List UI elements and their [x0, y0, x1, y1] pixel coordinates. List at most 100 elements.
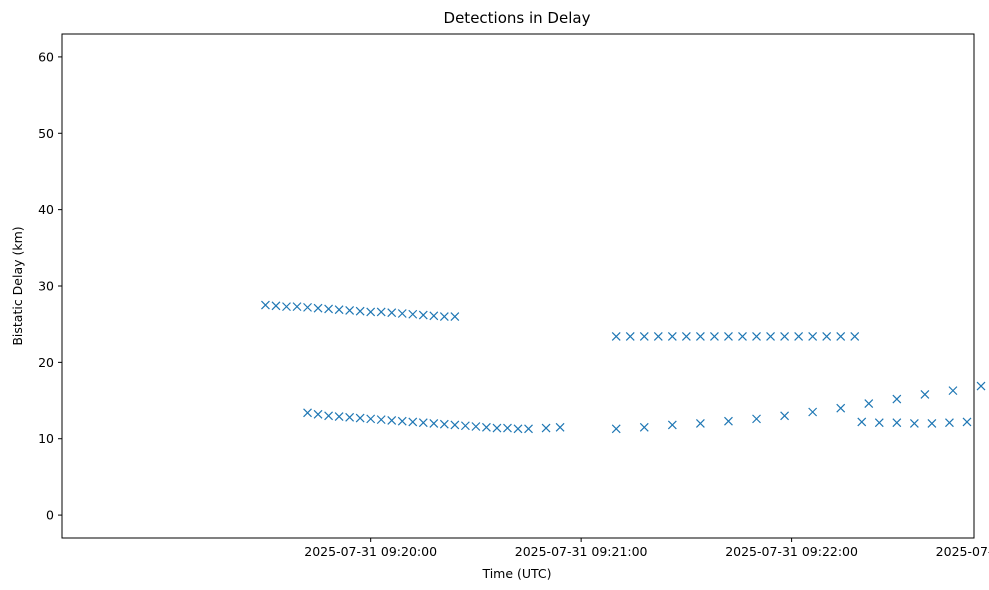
data-point-track-a-lower — [460, 421, 470, 431]
data-point-track-a-upper — [408, 309, 418, 319]
data-point-track-b-flat — [667, 331, 677, 341]
data-point-track-b-flat — [780, 331, 790, 341]
data-point-track-c-rising — [864, 399, 874, 409]
data-point-track-b-flat — [639, 331, 649, 341]
y-axis: 0 10 20 30 40 50 60 — [38, 49, 62, 523]
data-point-track-a-lower — [408, 417, 418, 427]
data-point-track-b-flat — [681, 331, 691, 341]
data-point-track-c-rising — [724, 416, 733, 426]
data-point-track-a-lower — [482, 422, 491, 432]
data-point-track-d — [857, 417, 867, 427]
data-point-track-a-lower — [439, 419, 449, 429]
y-tick-label: 50 — [38, 126, 54, 141]
data-point-track-b-flat — [808, 331, 818, 341]
data-point-track-d — [945, 418, 954, 428]
data-point-track-c-rising — [948, 386, 958, 396]
data-point-track-a-lower — [303, 408, 312, 418]
data-point-track-c-rising — [667, 420, 677, 430]
data-point-track-a-upper — [418, 310, 428, 320]
data-point-track-a-lower — [541, 423, 551, 433]
data-point-track-a-lower — [376, 415, 386, 425]
data-point-track-c-rising — [639, 422, 649, 432]
data-point-track-a-upper — [292, 302, 302, 312]
data-point-track-c-rising — [836, 403, 846, 413]
y-tick-label: 20 — [38, 355, 54, 370]
data-point-track-a-upper — [429, 311, 439, 321]
data-point-track-b-flat — [695, 331, 705, 341]
data-point-track-b-flat — [766, 331, 775, 341]
data-point-track-c-rising — [892, 394, 902, 404]
data-point-track-c-rising — [780, 411, 790, 421]
plot-frame — [61, 33, 975, 539]
data-point-track-a-upper — [397, 309, 407, 318]
data-point-track-b-flat — [724, 331, 733, 341]
data-point-track-a-upper — [313, 303, 323, 313]
x-axis: 2025-07-31 09:20:00 2025-07-31 09:21:00 20… — [304, 538, 989, 559]
data-point-track-a-upper — [450, 312, 460, 321]
data-point-track-a-upper — [324, 304, 334, 314]
data-point-track-a-upper — [345, 306, 355, 315]
data-point-track-b-flat — [822, 331, 832, 341]
data-point-track-a-lower — [513, 424, 523, 434]
data-point-track-a-lower — [334, 412, 344, 422]
data-point-track-a-lower — [492, 423, 502, 433]
y-tick-label: 0 — [46, 508, 54, 523]
x-tick-label: 2025-07-31 09:20:00 — [304, 544, 437, 559]
data-point-track-c-rising — [920, 390, 930, 399]
y-tick-label: 40 — [38, 202, 54, 217]
data-point-track-a-upper — [303, 302, 312, 312]
data-point-track-a-lower — [313, 409, 323, 419]
data-point-track-a-lower — [503, 423, 512, 433]
data-point-track-b-flat — [710, 331, 719, 341]
data-point-track-a-upper — [271, 301, 281, 311]
data-point-track-a-lower — [450, 420, 460, 430]
data-point-track-c-rising — [695, 419, 705, 428]
plot-marks — [261, 300, 986, 434]
data-point-track-d — [909, 419, 919, 428]
data-point-track-b-flat — [752, 331, 761, 341]
data-point-track-a-lower — [418, 418, 428, 428]
data-point-track-b-flat — [653, 331, 663, 341]
y-tick-label: 10 — [38, 431, 54, 446]
x-tick-label: 2025-07-31 09:22:00 — [725, 544, 858, 559]
data-point-track-a-lower — [471, 422, 481, 431]
data-point-track-c-rising — [808, 407, 818, 417]
x-tick-label: 2025-07-31 09:23:00 — [936, 544, 989, 559]
data-point-track-a-upper — [261, 300, 270, 310]
data-point-track-a-upper — [376, 307, 386, 317]
data-point-track-a-lower — [366, 414, 376, 424]
data-point-track-a-upper — [282, 302, 291, 312]
x-axis-label: Time (UTC) — [481, 566, 551, 581]
data-point-track-d — [927, 419, 937, 428]
data-point-track-d — [962, 417, 972, 427]
data-point-track-b-flat — [794, 331, 804, 341]
data-point-track-a-upper — [366, 307, 376, 317]
data-point-track-a-lower — [345, 412, 355, 422]
data-point-track-a-lower — [555, 422, 565, 432]
data-point-track-a-lower — [397, 416, 407, 426]
data-point-track-a-upper — [387, 308, 397, 318]
data-point-track-d — [892, 418, 902, 428]
data-point-track-b-flat — [738, 331, 747, 341]
x-tick-label: 2025-07-31 09:21:00 — [515, 544, 648, 559]
data-point-track-b-flat — [850, 331, 860, 341]
data-point-track-a-upper — [439, 312, 449, 321]
data-point-track-b-flat — [625, 331, 635, 341]
data-point-track-a-lower — [429, 419, 439, 428]
data-point-track-a-lower — [355, 413, 365, 423]
data-point-track-a-lower — [524, 424, 533, 434]
data-point-track-b-flat — [611, 331, 621, 341]
y-axis-label: Bistatic Delay (km) — [10, 226, 25, 345]
chart-title: Detections in Delay — [444, 9, 591, 27]
data-point-track-b-flat — [836, 331, 846, 341]
y-tick-label: 30 — [38, 279, 54, 294]
data-point-track-c-rising — [976, 381, 986, 391]
data-point-track-a-upper — [334, 305, 344, 315]
data-point-track-a-lower — [387, 415, 397, 425]
data-point-track-a-lower — [324, 411, 334, 421]
data-point-track-c-rising — [752, 414, 761, 424]
data-point-track-d — [874, 418, 884, 428]
data-point-track-c-rising — [611, 424, 621, 434]
data-point-track-a-upper — [355, 306, 365, 316]
